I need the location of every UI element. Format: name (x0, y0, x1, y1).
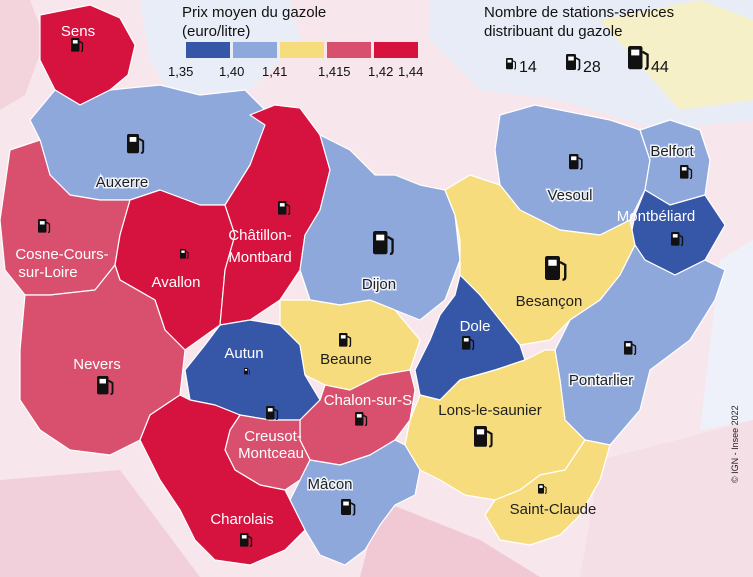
fuel-pump-icon (538, 484, 547, 494)
fuel-pump-icon (545, 256, 567, 281)
price-tick: 1,415 (318, 64, 351, 79)
fuel-pump-icon (341, 499, 356, 516)
station-legend-subtitle: distribuant du gazole (484, 23, 623, 40)
label-charolais: Charolais (210, 511, 273, 528)
regions (0, 4, 726, 566)
label-creusot-line1: Creusot- (244, 428, 302, 445)
label-avallon: Avallon (152, 274, 201, 291)
station-size-large: 44 (651, 59, 669, 76)
label-lons: Lons-le-saunier (438, 402, 541, 419)
fuel-pump-icon (180, 249, 189, 259)
station-size-small: 14 (519, 59, 537, 76)
region-macon[interactable] (289, 439, 421, 566)
label-autun: Autun (224, 345, 263, 362)
station-legend-title: Nombre de stations-services (484, 4, 675, 21)
label-pontarlier: Pontarlier (569, 372, 633, 389)
label-saint-claude: Saint-Claude (510, 501, 597, 518)
price-tick: 1,35 (168, 64, 194, 79)
fuel-pump-icon (71, 38, 84, 52)
label-nevers: Nevers (73, 356, 121, 373)
copyright-notice: © IGN - Insee 2022 (730, 405, 740, 483)
fuel-pump-icon (278, 201, 291, 215)
price-swatch-2 (233, 42, 277, 58)
station-legend-symbols (506, 46, 649, 71)
label-belfort: Belfort (650, 143, 694, 160)
label-montbeliard: Montbéliard (617, 208, 695, 225)
fuel-pump-icon (474, 426, 493, 448)
label-auxerre: Auxerre (96, 174, 149, 191)
price-tick: 1,40 (219, 64, 245, 79)
fuel-pump-icon (680, 165, 693, 179)
pump-icons (38, 38, 693, 547)
fuel-pump-icon (240, 533, 253, 547)
fuel-pump-icon (244, 368, 250, 375)
region-sens[interactable] (39, 4, 136, 106)
fuel-pump-icon (373, 231, 394, 255)
label-cosne-line2: sur-Loire (18, 264, 77, 281)
bg-region-yellow (600, 0, 753, 110)
price-tick: 1,42 (368, 64, 394, 79)
fuel-pump-icon (671, 232, 684, 246)
price-swatch-1 (186, 42, 230, 58)
label-besancon: Besançon (516, 293, 583, 310)
price-legend-title: Prix moyen du gazole (182, 4, 327, 21)
bg-region-southwest (0, 470, 200, 577)
label-sens: Sens (61, 23, 95, 40)
label-macon: Mâcon (307, 476, 352, 493)
label-chatillon-line1: Châtillon- (228, 227, 291, 244)
price-tick: 1,44 (398, 64, 424, 79)
fuel-pump-icon (97, 376, 114, 395)
bg-region-south (360, 500, 540, 577)
fuel-pump-icon (127, 134, 145, 154)
station-size-medium: 28 (583, 59, 601, 76)
label-vesoul: Vesoul (547, 187, 592, 204)
fuel-pump-icon (266, 406, 279, 420)
label-creusot-line2: Montceau (238, 445, 304, 462)
bg-region-southeast (580, 420, 753, 577)
label-dijon: Dijon (362, 276, 396, 293)
price-swatch-4 (327, 42, 371, 58)
fuel-pump-icon (462, 336, 475, 350)
price-legend-unit: (euro/litre) (182, 23, 251, 40)
fuel-pump-icon (38, 219, 51, 233)
label-cosne-line1: Cosne-Cours- (15, 246, 108, 263)
region-labels: Sens Auxerre Cosne-Cours- sur-Loire Aval… (15, 23, 696, 528)
label-beaune: Beaune (320, 351, 372, 368)
price-swatch-3 (280, 42, 324, 58)
label-dole: Dole (460, 318, 491, 335)
price-tick: 1,41 (262, 64, 288, 79)
fuel-pump-icon (566, 54, 581, 71)
fuel-pump-icon (569, 154, 583, 170)
region-pontarlier[interactable] (554, 244, 726, 446)
fuel-pump-icon (506, 58, 517, 70)
fuel-pump-icon (339, 333, 352, 347)
bg-region-east (700, 240, 753, 430)
fuel-pump-icon (355, 412, 368, 426)
label-chatillon-line2: Montbard (228, 249, 291, 266)
label-chalon: Chalon-sur-S. (324, 392, 417, 409)
bg-region-west (0, 0, 45, 110)
fuel-pump-icon (624, 341, 637, 355)
fuel-pump-icon (628, 46, 649, 70)
price-swatch-5 (374, 42, 418, 58)
region-belfort[interactable] (639, 119, 711, 206)
region-dijon[interactable] (299, 134, 461, 321)
region-saint-claude[interactable] (484, 439, 611, 546)
region-charolais[interactable] (139, 394, 306, 566)
